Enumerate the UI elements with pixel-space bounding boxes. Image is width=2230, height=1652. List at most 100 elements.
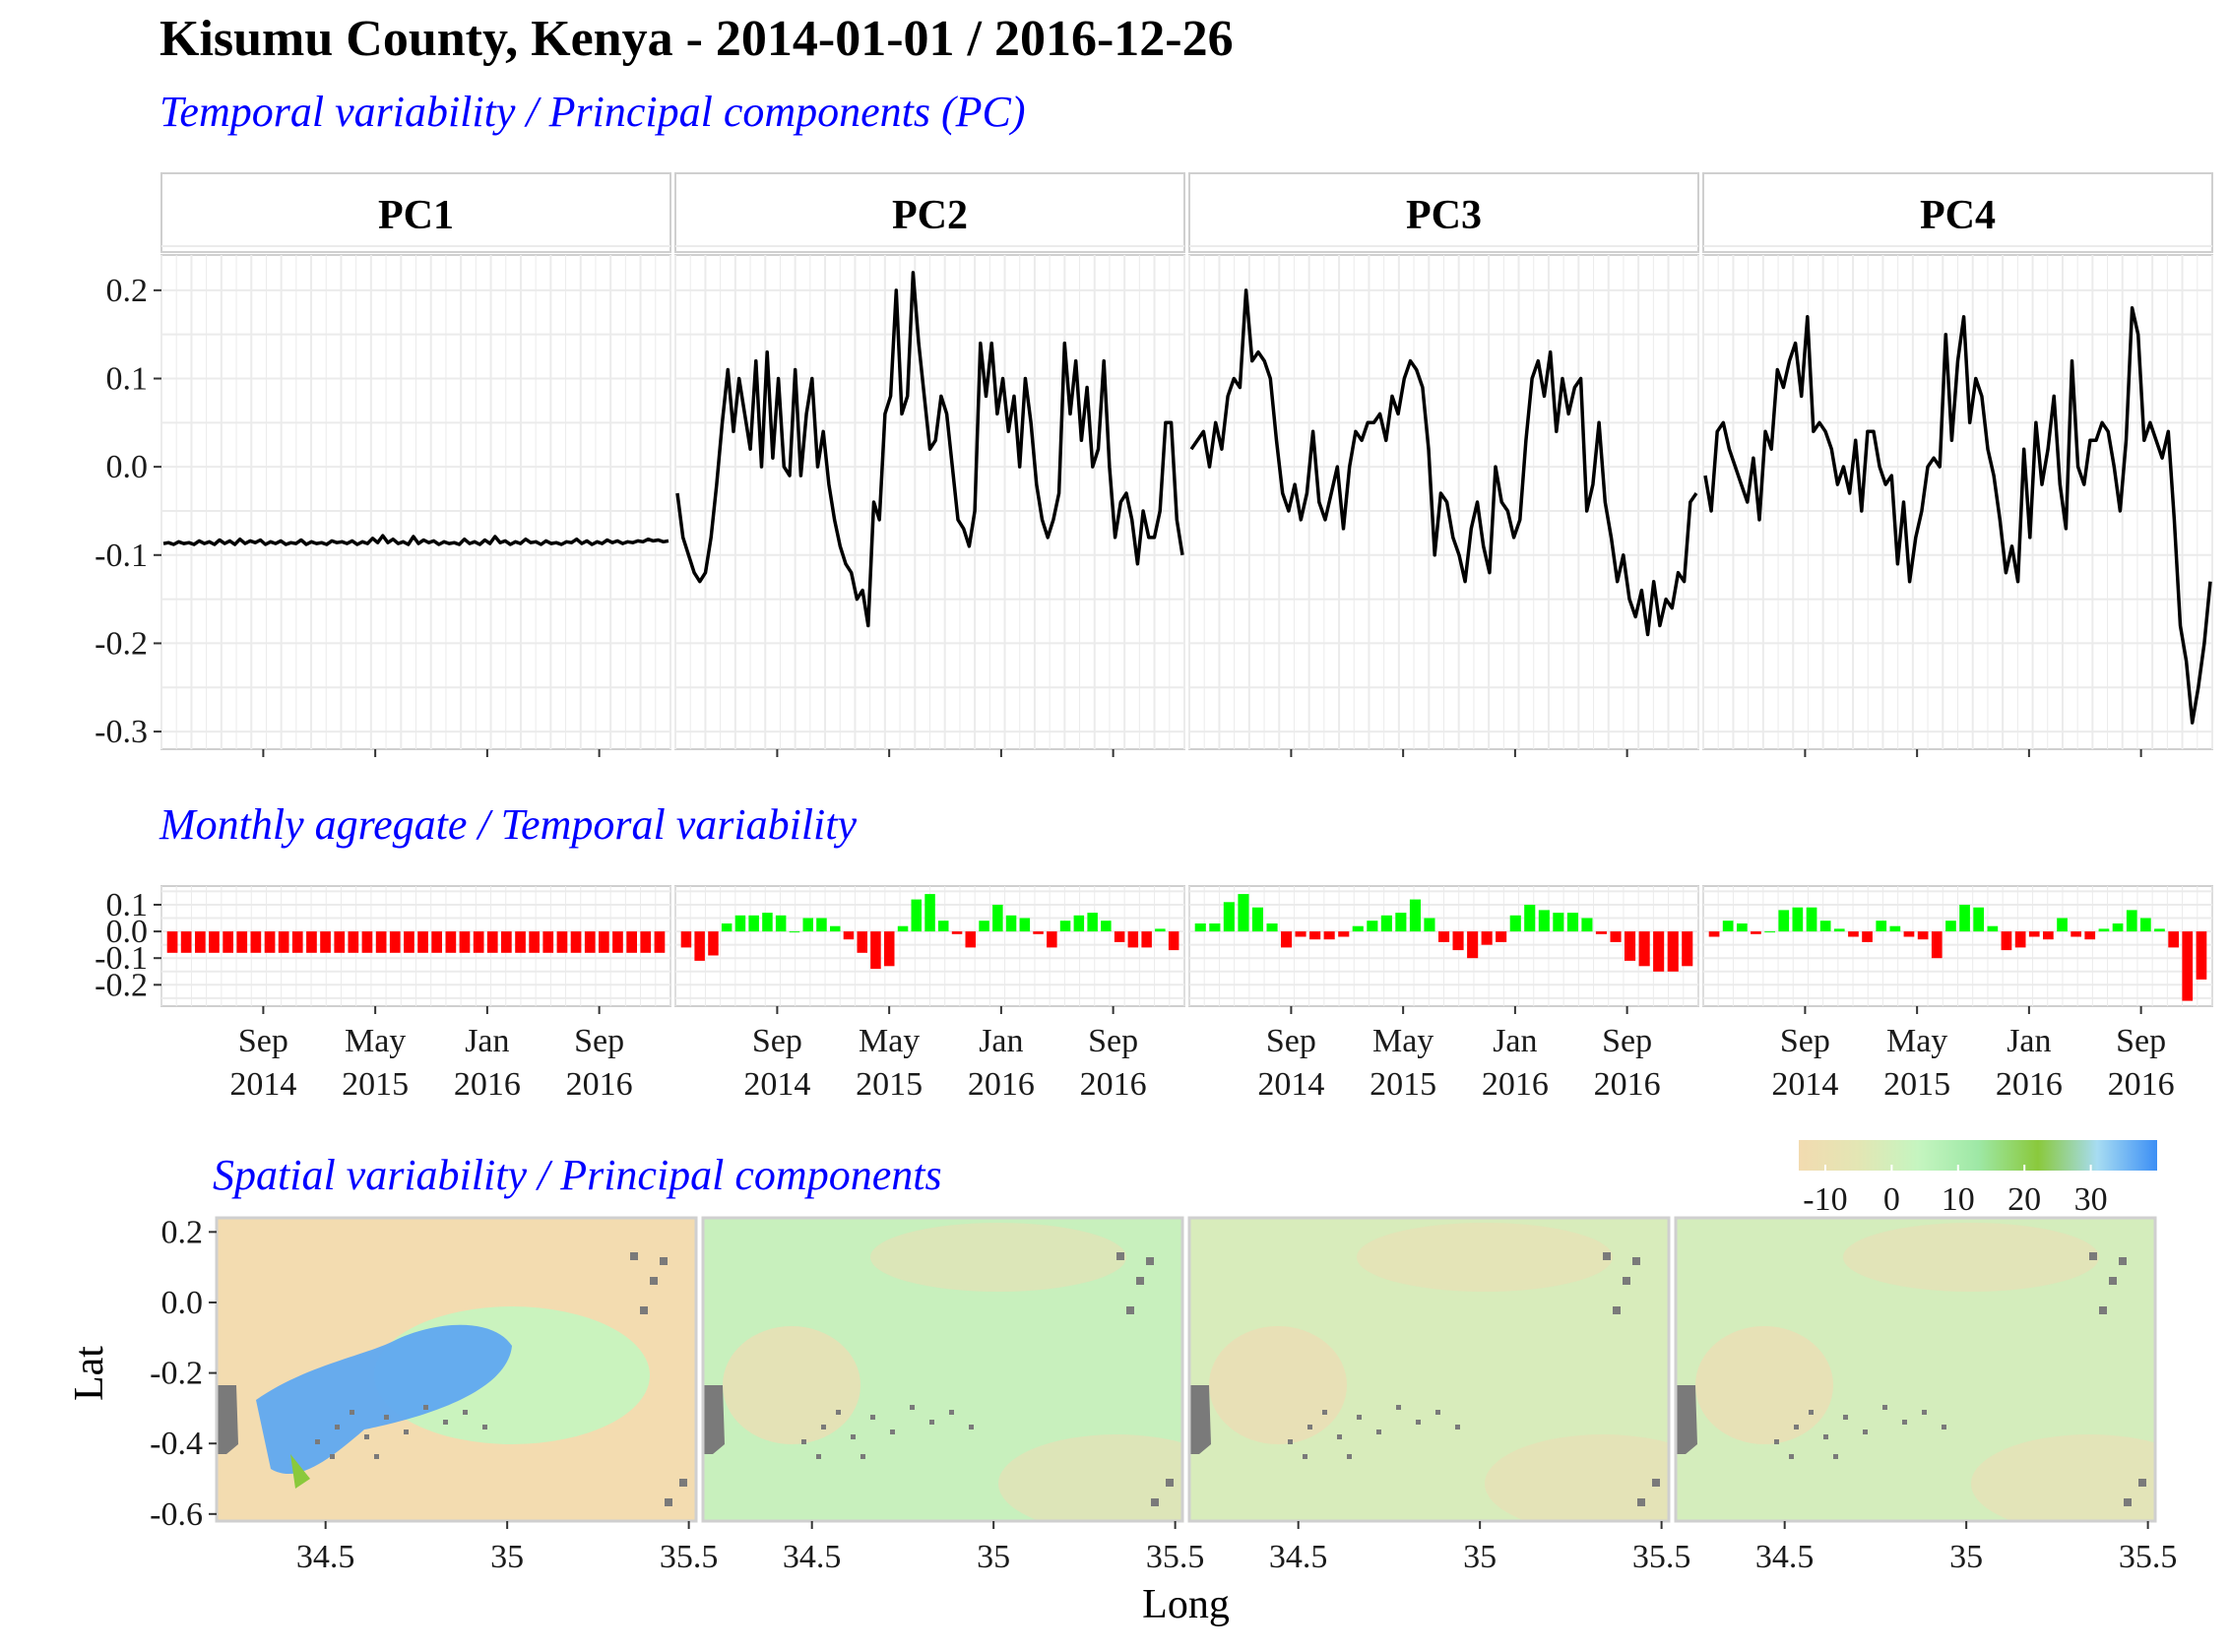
nodata-pixel: [1942, 1425, 1946, 1430]
series-line-pc4: [1703, 306, 2212, 725]
bar-pc1: [389, 931, 401, 953]
bar-pc4: [1973, 907, 1984, 932]
nodata-pixel: [2089, 1252, 2097, 1260]
x-tick-label-month: Sep: [752, 1023, 802, 1059]
y-tick-label: -0.6: [150, 1496, 203, 1533]
bar-pc2: [951, 931, 963, 934]
bar-pc3: [1281, 931, 1293, 948]
nodata-pixel: [1288, 1439, 1293, 1444]
legend-tick-label: 0: [1883, 1181, 1900, 1218]
figure-title: Kisumu County, Kenya - 2014-01-01 / 2016…: [159, 11, 1234, 67]
map-panel-pc2: [701, 1216, 1184, 1523]
facet-strip: [1188, 172, 1699, 253]
facet-strip: [674, 172, 1185, 253]
nodata-pixel: [1632, 1257, 1640, 1265]
bar-pc4: [1764, 931, 1775, 933]
y-tick-label: 0.2: [106, 273, 149, 309]
nodata-pixel: [1637, 1498, 1645, 1506]
bar-pc2: [1155, 928, 1166, 932]
nodata-pixel: [1455, 1425, 1460, 1430]
bar-pc1: [542, 931, 554, 953]
nodata-pixel: [1794, 1425, 1799, 1430]
nodata-region: [217, 1385, 238, 1454]
bar-pc3: [1581, 918, 1593, 932]
map-panel-pc1: [215, 1216, 698, 1523]
bar-pc3: [1625, 931, 1636, 961]
bar-pc3: [1424, 918, 1435, 932]
x-tick-label-month: Sep: [1266, 1023, 1316, 1059]
bar-pc1: [166, 931, 178, 953]
bar-pc1: [375, 931, 387, 953]
series-line-pc1: [162, 534, 669, 546]
nodata-pixel: [1347, 1454, 1352, 1459]
bar-pc4: [2043, 931, 2054, 940]
map-region-low: [1485, 1434, 1669, 1521]
bar-pc2: [1114, 931, 1125, 942]
nodata-region: [1189, 1385, 1211, 1454]
bar-pc3: [1238, 894, 1249, 932]
bar-pc1: [223, 931, 233, 953]
bar-pc3: [1352, 925, 1364, 932]
bar-pc1: [250, 931, 262, 953]
x-tick-label-year: 2015: [1883, 1066, 1950, 1103]
bar-pc1: [361, 931, 373, 953]
bar-pc3: [1452, 931, 1464, 951]
nodata-pixel: [660, 1257, 668, 1265]
nodata-pixel: [384, 1415, 389, 1420]
nodata-pixel: [1396, 1405, 1401, 1410]
bar-pc1: [404, 931, 414, 953]
nodata-pixel: [679, 1479, 687, 1487]
facet-strip: [1702, 172, 2213, 253]
bar-pc4: [2140, 918, 2151, 932]
bar-pc4: [1737, 923, 1748, 932]
bar-pc3: [1309, 931, 1321, 940]
bar-pc2: [938, 921, 949, 931]
bar-pc4: [1903, 931, 1915, 937]
bar-pc3: [1395, 913, 1407, 932]
bar-pc1: [417, 931, 428, 953]
nodata-pixel: [650, 1277, 658, 1285]
bar-pc3: [1467, 931, 1479, 959]
bar-pc1: [278, 931, 289, 953]
bar-pc2: [1101, 921, 1112, 931]
bar-pc4: [1917, 931, 1929, 940]
nodata-pixel: [1416, 1420, 1421, 1425]
map-panel-pc3: [1187, 1216, 1671, 1523]
bar-pc4: [2112, 923, 2124, 932]
nodata-pixel: [1126, 1306, 1134, 1314]
x-tick-label: 35: [1463, 1539, 1497, 1575]
bar-pc2: [1059, 921, 1071, 931]
x-tick-label-month: Sep: [1602, 1023, 1652, 1059]
nodata-pixel: [423, 1405, 428, 1410]
bar-pc2: [884, 931, 895, 967]
facet-strip: [160, 172, 671, 253]
bar-pc1: [264, 931, 276, 953]
nodata-pixel: [364, 1434, 369, 1439]
bar-pc4: [1876, 921, 1887, 931]
bar-pc4: [2014, 931, 2026, 948]
series-line-pc3: [1189, 288, 1698, 637]
map-region-low: [998, 1434, 1182, 1521]
bar-pc1: [556, 931, 568, 953]
x-tick-label-year: 2016: [1594, 1066, 1661, 1103]
facet-label: PC3: [1406, 193, 1482, 238]
bar-pc2: [897, 925, 909, 932]
bar-pc2: [965, 931, 976, 948]
bar-pc3: [1566, 913, 1578, 932]
map-region-low: [1357, 1223, 1613, 1292]
nodata-pixel: [1337, 1434, 1342, 1439]
x-tick-label-year: 2016: [1482, 1066, 1549, 1103]
bar-pc1: [473, 931, 484, 953]
bar-pc4: [1722, 921, 1734, 931]
bar-pc3: [1481, 931, 1493, 945]
bar-pc1: [515, 931, 526, 953]
bar-pc3: [1524, 905, 1536, 932]
bar-pc4: [1848, 931, 1859, 937]
map-border: [215, 1216, 698, 1523]
color-scale-bar: [1799, 1140, 2157, 1171]
x-tick-label-month: Jan: [979, 1023, 1023, 1059]
bar-pc3: [1638, 931, 1650, 967]
bar-pc2: [734, 915, 746, 932]
nodata-pixel: [374, 1454, 379, 1459]
